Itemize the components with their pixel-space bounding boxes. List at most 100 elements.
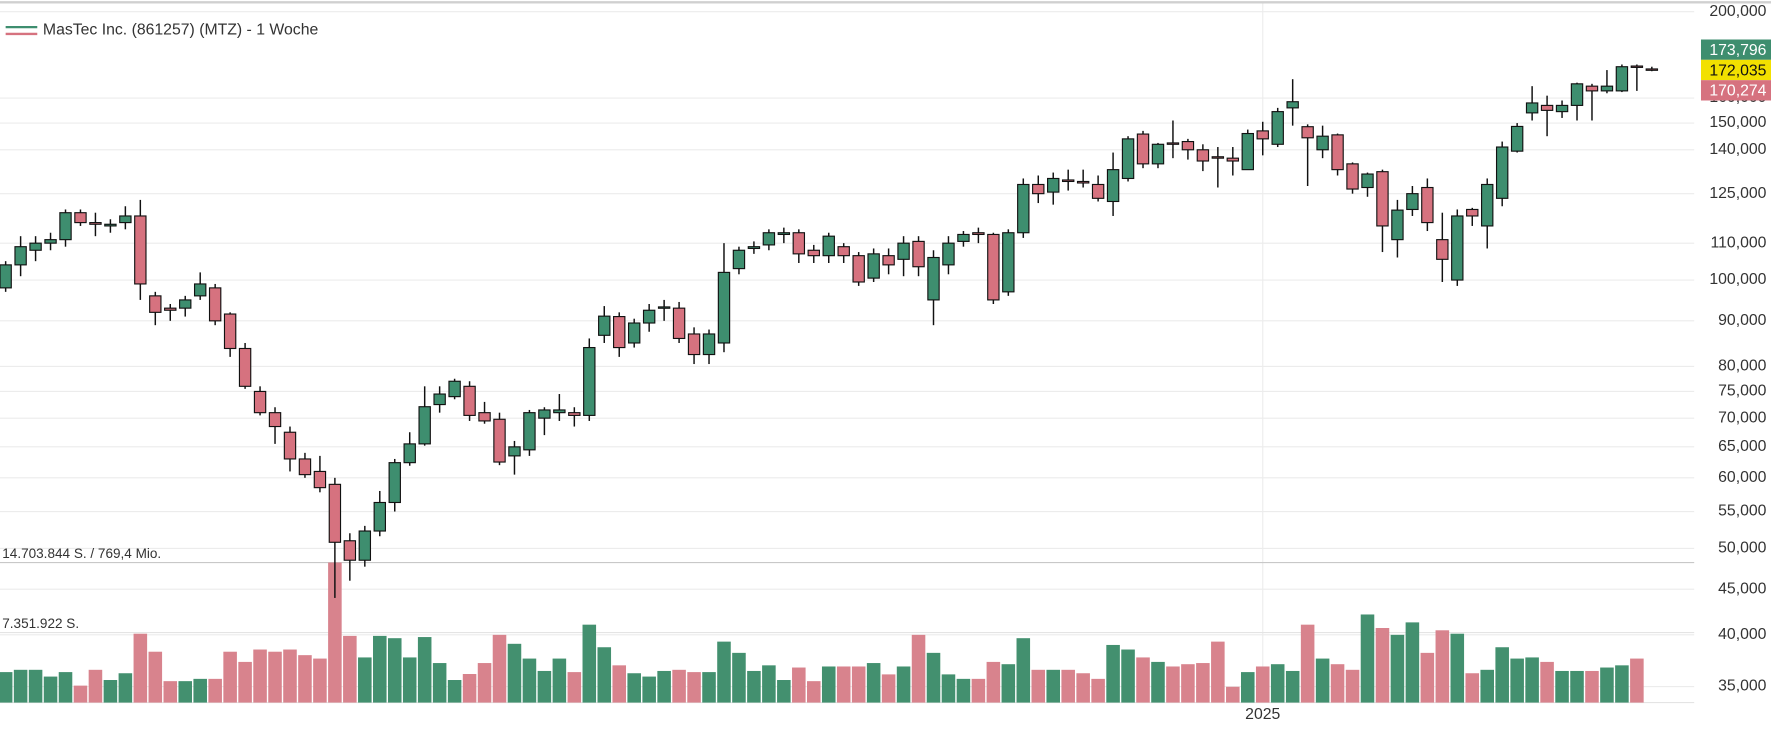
- candle-body: [104, 223, 117, 227]
- volume-bar: [13, 669, 28, 703]
- candle-body: [523, 412, 536, 451]
- volume-bar: [777, 680, 791, 703]
- volume-bar: [1525, 657, 1539, 703]
- candle-body: [972, 232, 985, 236]
- volume-bar: [1510, 658, 1524, 703]
- y-tick-label: 45,000: [1718, 580, 1767, 597]
- candle-body: [598, 315, 611, 336]
- candle-body: [1226, 157, 1240, 162]
- candle-body: [74, 212, 87, 224]
- volume-bar: [926, 652, 941, 703]
- volume-bar: [1360, 614, 1375, 703]
- volume-bar: [238, 661, 252, 703]
- candle-body: [942, 242, 955, 266]
- candle-body: [448, 380, 461, 398]
- candle-body: [1196, 149, 1210, 162]
- volume-bar: [1420, 652, 1435, 703]
- price-marker-label: 172,035: [1709, 62, 1766, 79]
- candle-body: [253, 390, 267, 414]
- candle-body: [1286, 101, 1299, 109]
- volume-bar: [1570, 670, 1584, 703]
- candle-body: [1256, 130, 1269, 140]
- y-tick-label: 35,000: [1718, 678, 1767, 695]
- candle-body: [1331, 134, 1344, 171]
- volume-bar: [1285, 670, 1300, 703]
- candle-body: [1645, 68, 1659, 71]
- candle-body: [927, 256, 940, 301]
- candle-body: [283, 431, 297, 460]
- volume-bar: [1106, 644, 1120, 703]
- volume-bar: [1091, 678, 1105, 703]
- candle-body: [1047, 177, 1060, 193]
- candle-body: [403, 443, 416, 464]
- volume-bar: [507, 643, 522, 703]
- candle-body: [1271, 111, 1284, 145]
- candle-body: [1406, 193, 1419, 211]
- volume-bar: [1345, 669, 1360, 703]
- candle-body: [1495, 146, 1509, 199]
- volume-bar: [941, 674, 956, 703]
- volume-bar: [1615, 665, 1629, 703]
- volume-bar: [208, 678, 222, 703]
- candle-body: [702, 333, 716, 356]
- candle-body: [1510, 125, 1524, 152]
- candle-body: [164, 307, 177, 311]
- candle-body: [822, 235, 835, 257]
- candle-body: [418, 406, 431, 445]
- price-marker-label: 170,274: [1709, 83, 1766, 100]
- candle-body: [882, 255, 895, 266]
- y-tick-label: 140,000: [1709, 141, 1766, 158]
- candle-body: [1017, 183, 1030, 234]
- candle-body: [672, 307, 686, 340]
- volume-bar: [1465, 673, 1480, 703]
- volume-bar: [1166, 666, 1180, 703]
- volume-bar: [672, 669, 686, 703]
- volume-bar: [866, 663, 881, 703]
- volume-bar: [762, 665, 776, 703]
- candle-body: [1615, 66, 1629, 92]
- volume-bar: [582, 624, 597, 703]
- volume-tick-label: 14.703.844 S. / 769,4 Mio.: [2, 546, 161, 561]
- candle-body: [134, 215, 147, 285]
- volume-bar: [986, 661, 1001, 703]
- volume-bar: [373, 635, 387, 703]
- candle-body: [1630, 65, 1644, 68]
- volume-bar: [1330, 664, 1345, 703]
- candle-body: [1376, 171, 1389, 227]
- candle-body: [343, 540, 357, 561]
- candle-body: [762, 232, 776, 246]
- volume-bar: [178, 681, 193, 703]
- candle-body: [388, 462, 401, 504]
- candle-body: [1121, 138, 1135, 180]
- volume-bar: [1181, 664, 1195, 703]
- volume-bar: [253, 649, 267, 703]
- y-tick-label: 50,000: [1718, 540, 1767, 557]
- candle-body: [1585, 85, 1599, 92]
- volume-bar: [417, 637, 432, 703]
- volume-bar: [1480, 669, 1494, 703]
- candle-body: [1570, 83, 1584, 106]
- volume-bar: [1046, 669, 1061, 703]
- candle-body: [538, 409, 551, 419]
- candle-body: [1241, 132, 1254, 171]
- y-tick-label: 75,000: [1718, 383, 1767, 400]
- candle-body: [717, 271, 731, 344]
- candle-body: [1451, 215, 1464, 281]
- volume-bar: [732, 652, 746, 703]
- candle-body: [1421, 186, 1434, 224]
- volume-bar: [956, 678, 971, 703]
- volume-bar: [1315, 658, 1330, 703]
- volume-bar: [1136, 657, 1150, 703]
- volume-bar: [567, 672, 582, 703]
- candle-body: [687, 333, 701, 356]
- volume-bar: [687, 672, 701, 703]
- volume-bar: [1585, 670, 1599, 703]
- volume-bar: [283, 649, 297, 703]
- candle-body: [223, 313, 237, 350]
- volume-bar: [402, 657, 417, 703]
- volume-bar: [1001, 664, 1016, 703]
- candle-body: [642, 309, 656, 324]
- candle-body: [1600, 85, 1614, 92]
- volume-bar: [298, 655, 312, 703]
